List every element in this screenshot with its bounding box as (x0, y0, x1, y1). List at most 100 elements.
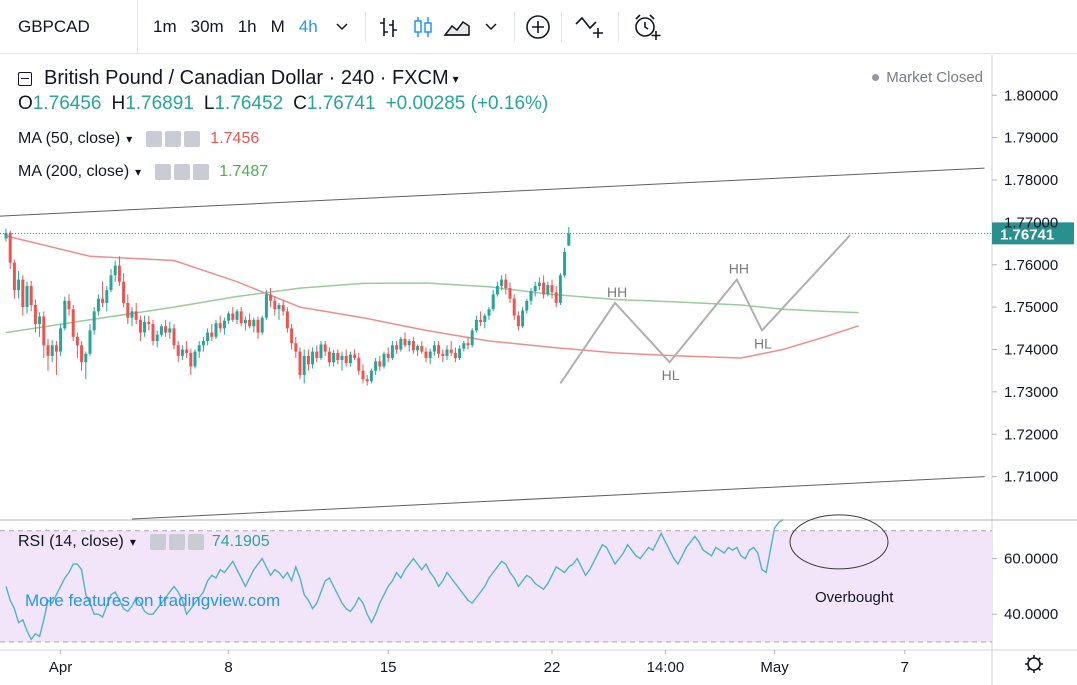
candle[interactable] (290, 324, 294, 350)
candle[interactable] (298, 347, 302, 380)
area-chart-icon[interactable] (440, 0, 474, 54)
watermark-link[interactable]: More features on tradingview.com (25, 591, 281, 610)
ma50-label[interactable]: MA (50, close) (18, 130, 121, 147)
eye-icon[interactable] (149, 534, 166, 550)
candle[interactable] (92, 307, 96, 335)
candle[interactable] (537, 277, 541, 291)
candle[interactable] (554, 285, 558, 308)
candle[interactable] (63, 296, 67, 331)
candle[interactable] (113, 260, 117, 282)
candle[interactable] (130, 307, 134, 327)
candle[interactable] (227, 311, 231, 325)
candle[interactable] (546, 281, 550, 297)
symbol-description[interactable]: British Pound / Canadian Dollar · 240 · … (44, 67, 449, 89)
candle[interactable] (302, 349, 306, 384)
chevron-down-icon[interactable] (474, 0, 508, 54)
candle[interactable] (12, 259, 16, 299)
candle[interactable] (29, 280, 33, 312)
candle[interactable] (516, 311, 520, 331)
candle[interactable] (428, 348, 432, 365)
candle[interactable] (46, 338, 50, 371)
candle[interactable] (180, 345, 184, 361)
chevron-down-icon[interactable]: ▾ (135, 165, 142, 179)
candle[interactable] (252, 317, 256, 333)
candle[interactable] (151, 319, 155, 346)
candle[interactable] (323, 341, 327, 356)
candle[interactable] (59, 324, 63, 356)
chevron-down-icon[interactable]: ▾ (126, 132, 133, 146)
candle[interactable] (143, 315, 147, 337)
close-icon[interactable] (184, 131, 201, 147)
candle[interactable] (21, 275, 25, 316)
candle[interactable] (542, 275, 546, 299)
candle[interactable] (117, 256, 121, 286)
candle[interactable] (155, 330, 159, 348)
candle[interactable] (458, 345, 462, 361)
chevron-down-icon[interactable]: ▾ (129, 535, 136, 549)
candle[interactable] (214, 319, 218, 339)
candle[interactable] (122, 273, 126, 308)
candle[interactable] (189, 348, 193, 375)
candle[interactable] (239, 307, 243, 327)
candle[interactable] (462, 341, 466, 352)
candle[interactable] (168, 321, 172, 339)
candle[interactable] (340, 351, 344, 371)
candle[interactable] (378, 355, 382, 371)
candle[interactable] (453, 347, 457, 363)
candle[interactable] (374, 357, 378, 375)
ma50-legend[interactable]: MA (50, close) ▾ 1.7456 (18, 130, 259, 148)
candle[interactable] (109, 268, 113, 293)
candle[interactable] (449, 341, 453, 356)
candle[interactable] (17, 271, 21, 299)
candle[interactable] (491, 290, 495, 312)
swing-pattern-line[interactable] (559, 234, 851, 384)
candle[interactable] (222, 317, 226, 335)
candle[interactable] (382, 351, 386, 369)
candle[interactable] (248, 313, 252, 329)
candle[interactable] (147, 315, 151, 331)
candle[interactable] (319, 341, 323, 361)
candle[interactable] (67, 294, 71, 316)
rsi-legend[interactable]: RSI (14, close) ▾ 74.1905 (18, 533, 270, 551)
candle[interactable] (567, 227, 571, 246)
candle[interactable] (533, 281, 537, 297)
candle[interactable] (185, 341, 189, 358)
candle[interactable] (525, 298, 529, 314)
candle[interactable] (206, 328, 210, 346)
candle[interactable] (386, 347, 390, 363)
candle[interactable] (25, 281, 29, 314)
plus-circle-icon[interactable] (521, 0, 555, 54)
candle[interactable] (432, 341, 436, 356)
candle[interactable] (281, 300, 285, 316)
candle[interactable] (42, 311, 46, 358)
candle[interactable] (500, 275, 504, 291)
candle[interactable] (285, 307, 289, 333)
candle[interactable] (558, 273, 562, 306)
bar-chart-icon[interactable] (372, 0, 406, 54)
candle[interactable] (38, 312, 42, 337)
candle[interactable] (50, 340, 54, 363)
candle[interactable] (277, 302, 281, 320)
candle[interactable] (487, 307, 491, 320)
candle[interactable] (479, 311, 483, 327)
candle[interactable] (357, 352, 361, 375)
candle[interactable] (235, 309, 239, 325)
candle[interactable] (101, 281, 105, 308)
interval-m-button[interactable]: M (270, 16, 285, 36)
candle[interactable] (437, 341, 441, 358)
candle[interactable] (420, 341, 424, 354)
eye-icon[interactable] (146, 131, 163, 147)
candle[interactable] (164, 319, 168, 337)
candle[interactable] (474, 315, 478, 333)
candle[interactable] (441, 349, 445, 363)
candle[interactable] (264, 290, 268, 320)
symbol-search[interactable]: GBPCAD (0, 0, 138, 54)
chart-area[interactable]: HH HL HH HL 1.76741 1.80000 1.79000 1.78000 1.… (0, 55, 1077, 685)
candle[interactable] (483, 313, 487, 329)
chevron-down-icon[interactable] (325, 0, 359, 54)
candle[interactable] (294, 336, 298, 358)
candle[interactable] (201, 336, 205, 352)
candle[interactable] (470, 328, 474, 348)
candle[interactable] (416, 344, 420, 356)
